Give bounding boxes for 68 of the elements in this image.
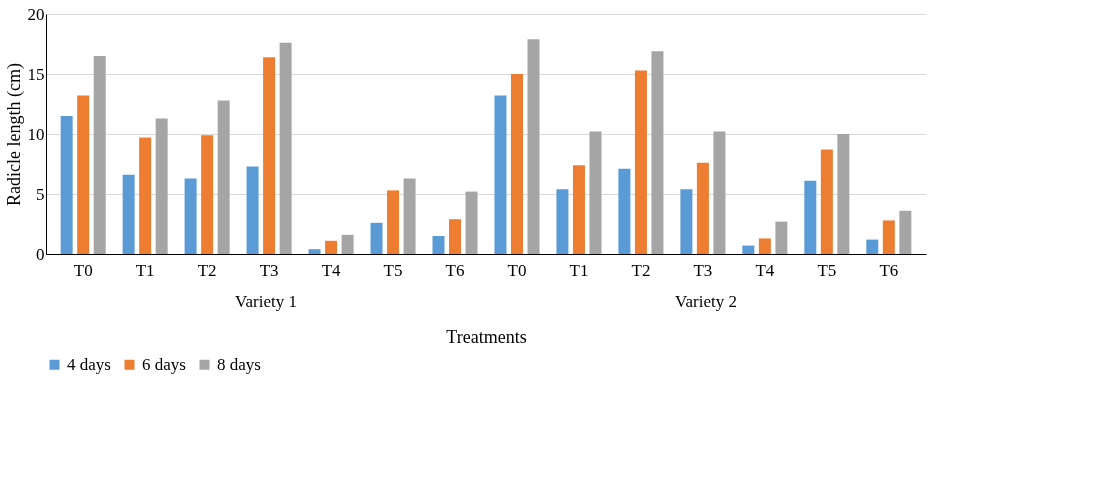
x-tick-label: T6 <box>445 260 465 280</box>
bar <box>184 178 197 254</box>
bar <box>775 221 788 254</box>
x-tick-label: T2 <box>631 260 651 280</box>
bar <box>279 42 292 254</box>
y-tick-label: 15 <box>27 64 45 84</box>
x-tick-label: T2 <box>197 260 217 280</box>
bar <box>263 57 276 254</box>
bar <box>527 39 540 254</box>
y-tick-label: 20 <box>27 4 45 24</box>
bar <box>680 189 693 254</box>
bar <box>510 74 523 254</box>
bar <box>308 249 321 254</box>
x-tick-label: T6 <box>879 260 899 280</box>
bar <box>217 100 230 254</box>
y-axis-title: Radicle length (cm) <box>3 63 25 206</box>
bar <box>122 174 135 254</box>
y-tick-label: 0 <box>36 244 45 264</box>
bar <box>93 56 106 254</box>
bar <box>77 95 90 254</box>
x-tick-label: T0 <box>507 260 527 280</box>
legend-label: 4 days <box>67 354 111 374</box>
x-axis-title: Treatments <box>446 326 527 347</box>
x-tick-label: T5 <box>383 260 403 280</box>
bar <box>820 149 833 254</box>
x-tick-label: T1 <box>135 260 155 280</box>
bar <box>589 131 602 254</box>
y-tick-label: 10 <box>27 124 45 144</box>
bar <box>837 134 850 254</box>
bar <box>139 137 152 254</box>
bar <box>651 51 664 254</box>
bar <box>634 70 647 254</box>
bar <box>403 178 416 254</box>
bar <box>742 245 755 254</box>
x-tick-label: T1 <box>569 260 589 280</box>
bar <box>572 165 585 254</box>
bar <box>696 162 709 254</box>
bar <box>449 219 462 254</box>
bar <box>618 168 631 254</box>
bar <box>758 238 771 254</box>
bar <box>60 116 73 254</box>
x-tick-label: T3 <box>259 260 279 280</box>
bar <box>494 95 507 254</box>
bar <box>341 234 354 254</box>
text: Variety 1 <box>235 292 297 311</box>
bar <box>201 135 214 254</box>
bar <box>866 239 879 254</box>
bar <box>899 210 912 254</box>
x-tick-label: T5 <box>817 260 837 280</box>
bar <box>713 131 726 254</box>
x-tick-label: T4 <box>755 260 775 280</box>
bar <box>370 222 383 254</box>
bar <box>155 118 168 254</box>
bar <box>387 190 400 254</box>
text: Variety 2 <box>675 292 737 311</box>
bar <box>432 236 445 254</box>
bar <box>465 191 478 254</box>
bar <box>882 220 895 254</box>
bar <box>804 180 817 254</box>
bar <box>325 240 338 254</box>
legend-label: 6 days <box>142 354 186 374</box>
x-tick-label: T3 <box>693 260 713 280</box>
legend-label: 8 days <box>217 354 261 374</box>
y-tick-label: 5 <box>36 184 45 204</box>
x-tick-label: T0 <box>73 260 93 280</box>
x-tick-label: T4 <box>321 260 342 280</box>
bar <box>556 189 569 254</box>
bar <box>246 166 259 254</box>
